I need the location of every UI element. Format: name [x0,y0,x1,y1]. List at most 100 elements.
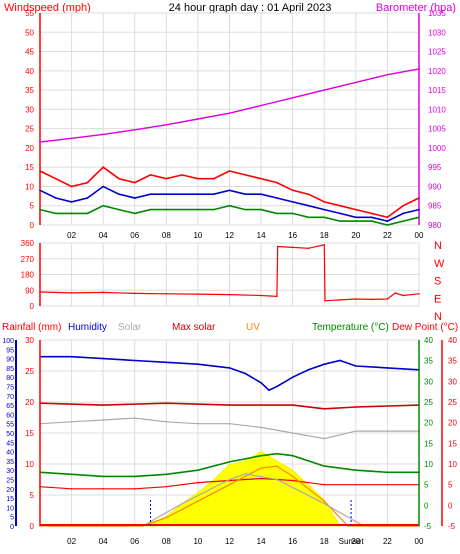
bottom-data-point [260,477,262,480]
wind-direction-point [324,299,326,302]
top-data-point [244,174,247,176]
bottom-data-point [386,367,389,369]
bottom-data-point [276,385,278,388]
top-data-point [323,208,326,211]
top-data-point [133,212,136,215]
bottom-data-point [291,404,294,406]
top-data-point [149,208,152,211]
top-data-point [228,112,231,115]
humidity-tick-label: 55 [6,422,14,429]
top-right-tick-label: 1030 [428,28,446,37]
bottom-data-point [386,483,389,486]
humidity-tick-label: 90 [6,357,14,364]
bottom-data-point [102,419,104,421]
humidity-tick-label: 80 [6,375,14,382]
top-data-point [70,201,73,203]
top-data-point [133,181,136,184]
bottom-x-tick-label: 18 [320,537,329,546]
bottom-data-point [102,488,104,490]
bottom-x-tick-label: 06 [130,537,139,546]
mid-compass-label: S [434,276,441,288]
top-x-ticks: 02 04 06 08 10 12 14 16 18 20 22 00 [67,231,424,240]
humidity-tick-label: 20 [6,487,14,494]
top-left-tick-label: 5 [30,202,35,211]
humidity-tick-label: 40 [6,450,14,457]
top-x-tick-label: 06 [130,231,139,240]
bottom-data-point [70,473,73,476]
top-x-tick-label: 10 [193,231,202,240]
humidity-tick-label: 35 [6,459,14,466]
top-data-point [260,193,262,195]
top-data-point [260,104,262,107]
top-data-point [355,208,357,211]
temperature-tick-label: 35 [424,357,433,366]
top-data-point [418,216,420,219]
mid-grid [40,242,420,307]
top-data-point [323,89,326,91]
mid-left-tick-label: 270 [21,255,35,264]
top-left-tick-label: 35 [25,86,34,95]
bottom-data-point [323,363,326,365]
dewpoint-tick-label: 0 [448,501,453,510]
top-data-point [197,177,199,180]
bottom-data-point [197,469,199,472]
top-data-point [244,208,247,211]
top-x-tick-label: 08 [162,231,171,240]
bottom-series-line [39,452,419,478]
bottom-x-tick-label: 08 [162,537,171,546]
bottom-data-point [339,359,341,362]
sun-annotations: Sunset [150,500,364,546]
top-data-point [355,81,357,84]
bottom-data-point [165,361,168,364]
top-left-tick-label: 25 [25,125,34,134]
humidity-tick-label: 15 [6,496,14,503]
top-data-point [212,177,215,180]
temperature-tick-label: -5 [424,522,432,531]
bottom-data-point [244,372,247,375]
bottom-x-tick-label: 00 [415,537,424,546]
top-data-point [402,220,405,222]
right-axis-title-barometer: Barometer (hpa) [376,2,456,14]
humidity-tick-label: 100 [2,338,14,345]
humidity-tick-label: 30 [6,468,14,475]
wind-direction-point [355,298,357,300]
top-data-point [418,197,420,199]
top-right-tick-label: 1015 [428,86,446,95]
rain-tick-label: 10 [25,460,34,469]
chart-title: 24 hour graph day : 01 April 2023 [169,2,332,14]
dewpoint-tick-label: 30 [448,377,457,386]
top-data-point [181,193,183,195]
bottom-data-point [355,430,357,432]
temperature-tick-label: 20 [424,419,433,428]
top-data-point [197,208,199,211]
top-data-point [149,193,152,195]
legend-item: Dew Point (°C) [392,322,458,333]
top-grid [40,12,420,226]
top-data-point [70,185,73,188]
temperature-tick-label: 30 [424,377,433,386]
bottom-data-point [228,422,231,425]
top-data-point [339,220,341,222]
humidity-tick-label: 85 [6,366,14,373]
legend-item: Solar [118,322,142,333]
dewpoint-tick-label: 20 [448,419,457,428]
top-data-point [102,185,104,188]
top-data-point [118,208,120,211]
top-data-point [118,193,120,195]
top-data-point [102,133,104,136]
top-left-ticks: 0 5 10 15 20 25 30 35 40 45 50 55 [25,9,41,230]
top-right-tick-label: 995 [428,163,442,172]
humidity-tick-label: 45 [6,440,14,447]
top-data-point [228,170,231,172]
top-right-tick-label: 1005 [428,125,446,134]
top-data-point [197,193,199,195]
bottom-data-point [70,421,73,423]
wind-direction-point [418,292,420,295]
bottom-axes: 0510152025303540455055606570758085909510… [2,336,457,531]
top-data-point [39,141,41,143]
rain-tick-label: 25 [25,367,34,376]
top-data-point [307,216,310,219]
bottom-x-ticks: 02 04 06 08 10 12 14 16 18 20 22 00 [67,537,424,546]
top-data-point [244,193,247,195]
top-data-point [291,189,294,192]
